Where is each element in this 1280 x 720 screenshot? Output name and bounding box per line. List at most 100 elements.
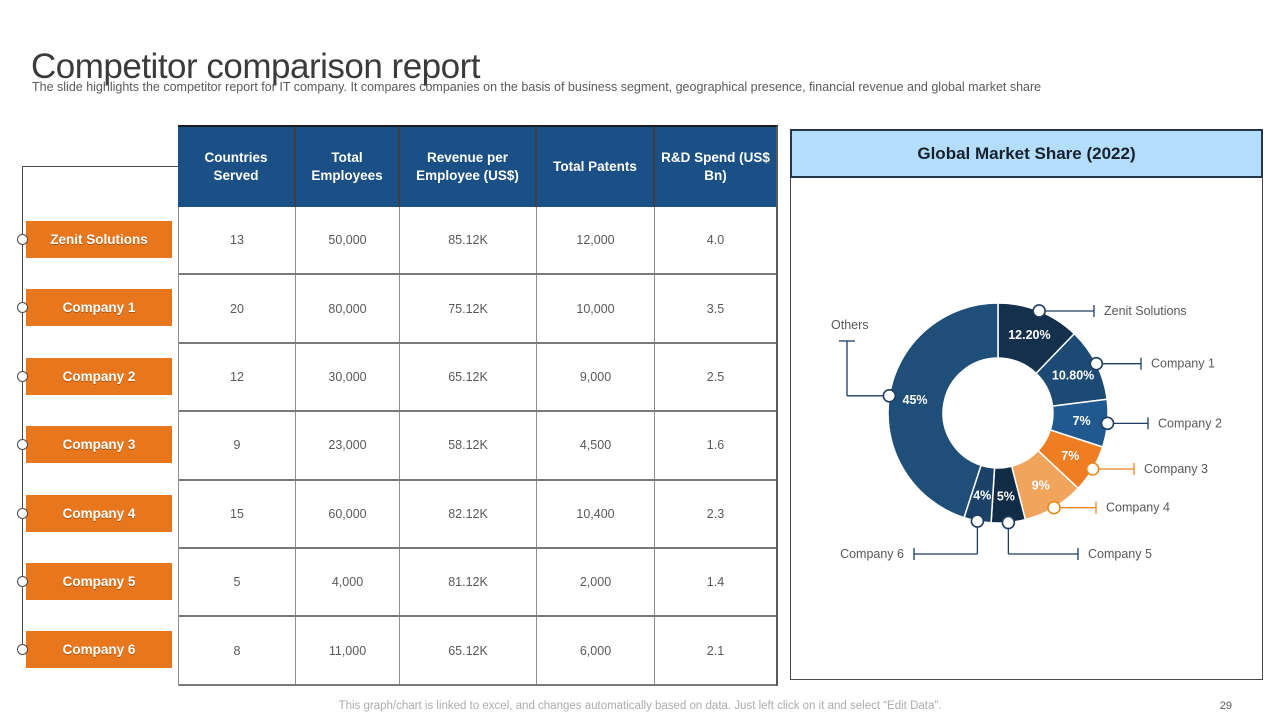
table-row: 5 4,000 81.12K 2,000 1.4 — [179, 548, 776, 618]
donut-slice-others[interactable] — [887, 302, 999, 519]
column-header: Revenue per Employee (US$) — [400, 127, 537, 207]
callout-label-company-4: Company 4 — [1106, 501, 1170, 515]
footer-note: This graph/chart is linked to excel, and… — [338, 700, 942, 712]
callout-label-company-3: Company 3 — [1144, 462, 1208, 476]
table-cell: 65.12K — [400, 343, 537, 411]
row-label-company-2[interactable]: Company 2 — [26, 357, 172, 395]
table-cell: 65.12K — [400, 617, 537, 684]
page-number: 29 — [1219, 700, 1232, 712]
slice-value-label: 10.80% — [1052, 368, 1094, 382]
connector-dot — [16, 439, 28, 451]
callout-dot — [1032, 304, 1046, 318]
table-cell: 23,000 — [296, 412, 400, 479]
table-row: 13 50,000 85.12K 12,000 4.0 — [179, 207, 776, 276]
page-subtitle: The slide highlights the competitor repo… — [32, 80, 1042, 94]
callout-dot — [1100, 416, 1115, 431]
callout-line — [1039, 304, 1095, 317]
callout-line — [1096, 357, 1142, 370]
callout-line — [839, 340, 890, 397]
slice-value-label: 9% — [1032, 478, 1050, 492]
table-cell: 3.5 — [706, 301, 725, 316]
table-cell: 1.4 — [706, 575, 725, 590]
connector-dot — [16, 507, 28, 519]
table-cell: 4.0 — [706, 233, 725, 248]
column-header: R&D Spend (US$ Bn) — [655, 127, 776, 207]
table-cell: 5 — [179, 548, 296, 616]
table-row: 15 60,000 82.12K 10,400 2.3 — [179, 480, 776, 549]
table-cell: 15 — [179, 480, 296, 547]
table-cell: 2.5 — [706, 369, 725, 384]
table-cell: 20 — [179, 275, 296, 342]
callout-dot — [970, 514, 985, 528]
table-cell: 10,000 — [537, 275, 655, 342]
connector-dot — [16, 370, 28, 382]
connector-vertical-line — [22, 166, 23, 650]
callout-label-company-6: Company 6 — [840, 547, 904, 561]
market-share-chart-panel[interactable]: Global Market Share (2022) 12.20% Zenit S… — [790, 129, 1263, 680]
table-cell: 82.12K — [400, 480, 537, 547]
column-header: Countries Served — [178, 127, 296, 207]
table-cell: 9,000 — [537, 343, 655, 411]
chart-title: Global Market Share (2022) — [790, 129, 1263, 178]
page-title: Competitor comparison report — [31, 47, 480, 87]
column-header: Total Patents — [537, 127, 655, 207]
donut-chart[interactable]: 12.20% Zenit Solutions 10.80% Company 1 7% Co… — [791, 130, 1264, 681]
connector-dot — [16, 234, 28, 245]
table-row: 8 11,000 65.12K 6,000 2.1 — [179, 617, 776, 686]
table-cell: 4,000 — [296, 548, 400, 616]
callout-dot — [882, 388, 897, 403]
callout-label-others: Others — [831, 318, 869, 332]
table-cell: 9 — [179, 412, 296, 479]
column-header: Total Employees — [296, 127, 400, 207]
table-cell: 58.12K — [400, 412, 537, 479]
callout-line — [913, 521, 979, 560]
table-cell: 60,000 — [296, 480, 400, 547]
table-cell: 50,000 — [296, 207, 400, 274]
table-cell: 2.3 — [706, 506, 725, 521]
table-cell: 30,000 — [296, 343, 400, 411]
callout-dot — [1001, 515, 1016, 530]
table-cell: 2.1 — [706, 643, 725, 658]
callout-dot — [1089, 356, 1104, 371]
row-label-company-1[interactable]: Company 1 — [26, 289, 172, 327]
table-header-row: Countries Served Total Employees Revenue p… — [178, 127, 776, 207]
row-label-company-6[interactable]: Company 6 — [26, 631, 172, 669]
slice-value-label: 12.20% — [1008, 328, 1050, 342]
callout-dot — [1047, 500, 1061, 515]
table-cell: 75.12K — [400, 275, 537, 342]
slice-value-label: 45% — [903, 393, 928, 407]
slice-value-label: 4% — [973, 489, 991, 503]
callout-line — [1092, 462, 1135, 475]
table-body: 13 50,000 85.12K 12,000 4.0 20 80,000 75.12K 10,… — [178, 207, 776, 686]
connector-dot — [16, 302, 28, 314]
callout-label-company-2: Company 2 — [1158, 416, 1222, 430]
comparison-table[interactable]: Countries Served Total Employees Revenue p… — [178, 125, 778, 686]
table-cell: 11,000 — [296, 617, 400, 684]
connector-dot — [16, 576, 28, 587]
connector-dot — [16, 644, 28, 656]
table-cell: 85.12K — [400, 207, 537, 274]
connector-horizontal-line — [22, 166, 178, 167]
table-cell: 6,000 — [537, 617, 655, 684]
callout-label-company-1: Company 1 — [1151, 357, 1215, 371]
callout-line — [1007, 522, 1079, 560]
table-cell: 12 — [179, 343, 296, 411]
slice-value-label: 7% — [1073, 414, 1091, 428]
callout-dot — [1085, 462, 1100, 476]
table-cell: 13 — [179, 207, 296, 274]
row-label-company-3[interactable]: Company 3 — [26, 426, 172, 464]
row-label-company-5[interactable]: Company 5 — [26, 563, 172, 600]
table-cell: 10,400 — [537, 480, 655, 547]
row-label-zenit-solutions[interactable]: Zenit Solutions — [26, 221, 172, 258]
callout-label-company-5: Company 5 — [1088, 547, 1152, 561]
callout-label-zenit-solutions: Zenit Solutions — [1104, 304, 1187, 318]
slice-value-label: 5% — [997, 490, 1015, 504]
table-row: 9 23,000 58.12K 4,500 1.6 — [179, 412, 776, 481]
table-row: 20 80,000 75.12K 10,000 3.5 — [179, 275, 776, 344]
table-row: 12 30,000 65.12K 9,000 2.5 — [179, 343, 776, 413]
table-cell: 4,500 — [537, 412, 655, 479]
slice-value-label: 7% — [1061, 449, 1079, 463]
row-label-company-4[interactable]: Company 4 — [26, 494, 172, 532]
callout-line — [1053, 501, 1097, 514]
table-cell: 1.6 — [706, 438, 725, 453]
